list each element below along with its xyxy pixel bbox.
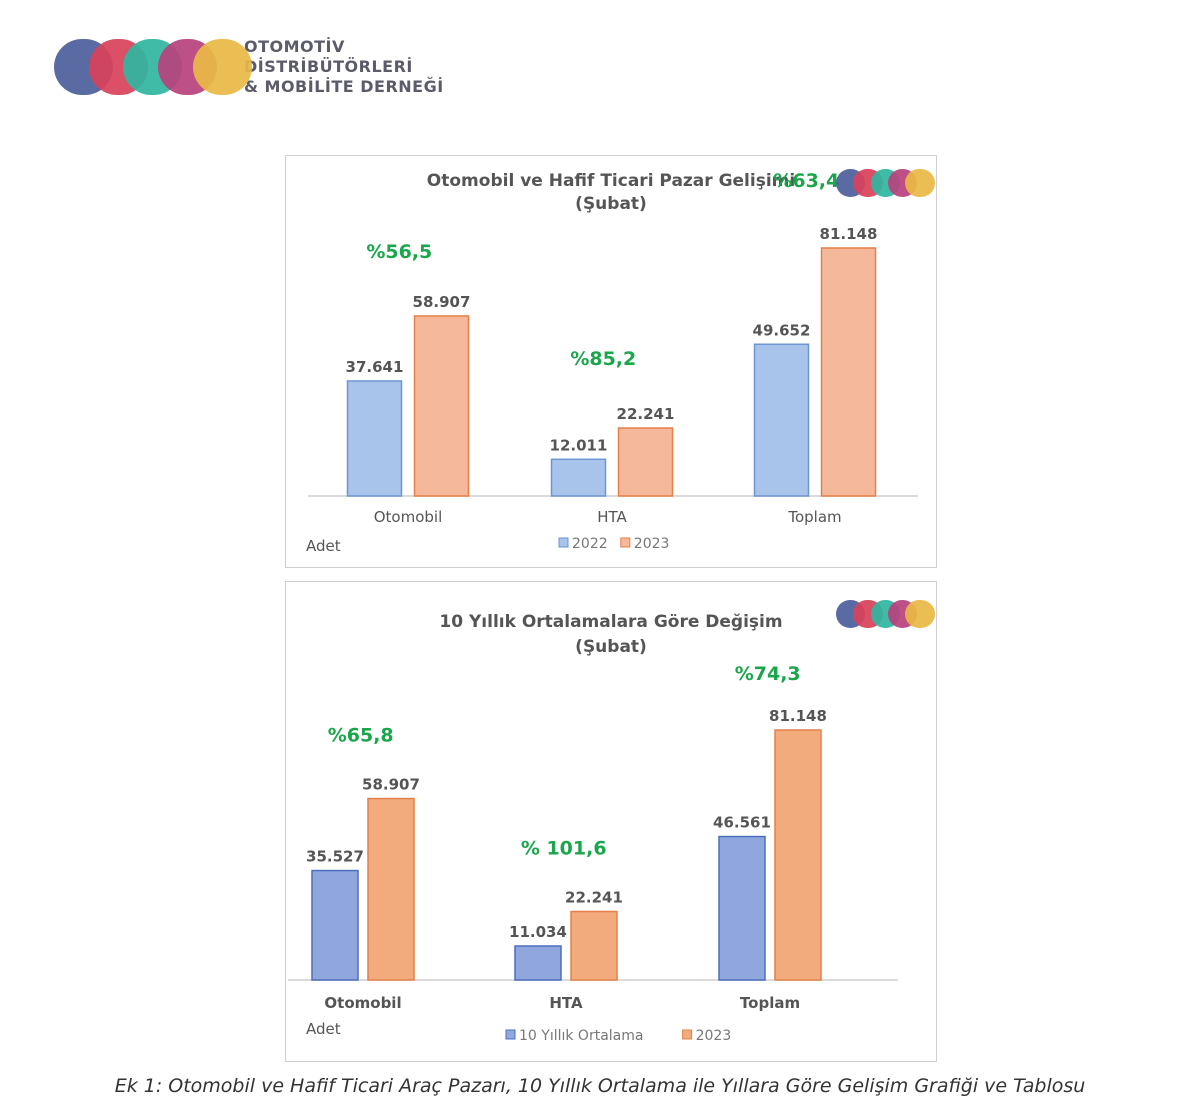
chart-subtitle: (Şubat) [575, 194, 647, 214]
percent-change-label: %85,2 [570, 348, 636, 370]
legend-label: 2023 [696, 1028, 732, 1044]
data-label: 49.652 [753, 321, 811, 339]
logo-letter-shape [905, 169, 935, 197]
bar-series-a [514, 945, 562, 981]
legend-swatch [620, 537, 631, 548]
chart-title: Otomobil ve Hafif Ticari Pazar Gelişimi [427, 171, 795, 191]
data-label: 11.034 [509, 923, 567, 941]
legend-swatch [558, 537, 569, 548]
percent-change-label: %63,4 [773, 170, 839, 192]
legend-label: 2022 [572, 536, 608, 552]
data-label: 81.148 [820, 225, 878, 243]
percent-change-label: %74,3 [735, 663, 801, 685]
logo-letter-shape [192, 39, 252, 95]
org-name-line-1: OTOMOTİV [244, 37, 345, 56]
odmd-logo-small [836, 599, 935, 629]
data-label: 46.561 [713, 814, 771, 832]
bar-series-b [570, 910, 618, 981]
category-label: HTA [549, 994, 583, 1012]
category-label: Toplam [740, 994, 800, 1012]
bar-series-b [617, 427, 674, 497]
bar-series-b [820, 247, 877, 497]
bar-series-a [550, 458, 607, 497]
bar-series-b [367, 797, 415, 981]
legend-label: 2023 [634, 536, 670, 552]
bar-series-a [718, 835, 766, 981]
bar-series-b [413, 315, 470, 497]
data-label: 37.641 [346, 358, 404, 376]
data-label: 22.241 [565, 888, 623, 906]
chart-subtitle: (Şubat) [575, 637, 647, 657]
legend-swatch [682, 1029, 693, 1040]
percent-change-label: % 101,6 [521, 837, 607, 859]
category-label: Otomobil [374, 508, 443, 526]
bar-series-b [774, 729, 822, 981]
unit-label: Adet [306, 537, 341, 555]
chart-annual: Otomobil ve Hafif Ticari Pazar Gelişimi (… [306, 170, 918, 555]
chart-panel-ten-year: 10 Yıllık Ortalamalara Göre Değişim (Şuba… [285, 581, 937, 1062]
chart-ten-year: 10 Yıllık Ortalamalara Göre Değişim (Şuba… [288, 612, 898, 1044]
percent-change-label: %56,5 [366, 241, 432, 263]
bar-series-a [753, 343, 810, 497]
chart-title: 10 Yıllık Ortalamalara Göre Değişim [439, 612, 782, 632]
org-name: OTOMOTİV DİSTRİBÜTÖRLERİ & MOBİLİTE DERN… [244, 37, 444, 97]
chart-panel-annual: Otomobil ve Hafif Ticari Pazar Gelişimi (… [285, 155, 937, 568]
odmd-logo [54, 37, 252, 97]
unit-label: Adet [306, 1020, 341, 1038]
data-label: 58.907 [362, 776, 420, 794]
legend-label: 10 Yıllık Ortalama [519, 1028, 643, 1044]
logo-letter-shape [905, 600, 935, 628]
org-name-line-2: DİSTRİBÜTÖRLERİ [244, 57, 413, 76]
data-label: 35.527 [306, 848, 364, 866]
category-label: Otomobil [324, 994, 401, 1012]
data-label: 58.907 [413, 293, 471, 311]
data-label: 22.241 [617, 405, 675, 423]
legend-swatch [505, 1029, 516, 1040]
category-label: HTA [597, 508, 627, 526]
odmd-logo-small [836, 168, 935, 198]
header: OTOMOTİV DİSTRİBÜTÖRLERİ & MOBİLİTE DERN… [54, 34, 444, 100]
category-label: Toplam [787, 508, 841, 526]
data-label: 81.148 [769, 707, 827, 725]
bar-series-a [346, 380, 403, 497]
figure-caption: Ek 1: Otomobil ve Hafif Ticari Araç Paza… [114, 1075, 1086, 1097]
org-name-line-3: & MOBİLİTE DERNEĞİ [244, 77, 444, 96]
data-label: 12.011 [550, 436, 608, 454]
percent-change-label: %65,8 [328, 725, 394, 747]
bar-series-a [311, 869, 359, 981]
